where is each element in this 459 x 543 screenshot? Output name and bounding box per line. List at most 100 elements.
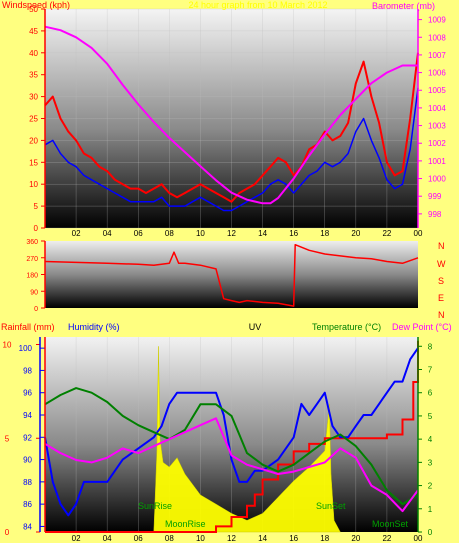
direction-panel-bg bbox=[45, 241, 418, 308]
axis-ticks: 0510152025303540455099899910001001100210… bbox=[3, 5, 447, 543]
temperature-tick-label: 8 bbox=[428, 342, 433, 351]
barometer-axis-title: Barometer (mb) bbox=[372, 1, 435, 11]
bottom-x-tick-label: 10 bbox=[196, 534, 205, 543]
chart-marks bbox=[44, 25, 419, 533]
direction-letter-n-top: N bbox=[438, 241, 445, 251]
top-x-tick-label: 00 bbox=[414, 229, 423, 238]
baro-tick-label: 1008 bbox=[428, 33, 446, 42]
temperature-tick-label: 0 bbox=[428, 528, 433, 537]
top-x-tick-label: 10 bbox=[196, 229, 205, 238]
humidity-tick-label: 92 bbox=[23, 433, 32, 442]
wind-tick-label: 10 bbox=[29, 180, 38, 189]
top-x-tick-label: 16 bbox=[289, 229, 298, 238]
baro-tick-label: 999 bbox=[428, 192, 442, 201]
baro-tick-label: 1000 bbox=[428, 175, 446, 184]
top-x-tick-label: 04 bbox=[103, 229, 112, 238]
direction-tick-label: 0 bbox=[34, 306, 38, 313]
baro-tick-label: 1009 bbox=[428, 16, 446, 25]
top-x-tick-label: 08 bbox=[165, 229, 174, 238]
direction-letter-e: E bbox=[438, 293, 444, 303]
series-dew-point bbox=[44, 417, 419, 513]
rainfall-tick-label: 0 bbox=[5, 528, 10, 537]
top-x-tick-label: 12 bbox=[227, 229, 236, 238]
temperature-tick-label: 6 bbox=[428, 389, 433, 398]
sunset-annotation: SunSet bbox=[316, 501, 346, 511]
top-x-tick-label: 20 bbox=[351, 229, 360, 238]
moonrise-annotation: MoonRise bbox=[165, 519, 206, 529]
temperature-tick-label: 7 bbox=[428, 366, 433, 375]
bottom-x-tick-label: 22 bbox=[382, 534, 391, 543]
wind-tick-label: 40 bbox=[29, 49, 38, 58]
wind-tick-label: 35 bbox=[29, 71, 38, 80]
bottom-x-tick-label: 20 bbox=[351, 534, 360, 543]
bottom-x-tick-label: 16 bbox=[289, 534, 298, 543]
series-gust bbox=[44, 87, 419, 212]
sunrise-annotation: SunRise bbox=[138, 501, 172, 511]
humidity-tick-label: 90 bbox=[23, 456, 32, 465]
humidity-tick-label: 100 bbox=[19, 344, 33, 353]
direction-tick-label: 90 bbox=[30, 289, 38, 296]
series-rainfall bbox=[45, 340, 419, 533]
chart-title: 24 hour graph from 10 March 2012 bbox=[188, 0, 327, 10]
wind-tick-label: 30 bbox=[29, 93, 38, 102]
bottom-x-tick-label: 14 bbox=[258, 534, 267, 543]
bottom-x-tick-label: 08 bbox=[165, 534, 174, 543]
bottom-x-tick-label: 06 bbox=[134, 534, 143, 543]
wind-tick-label: 25 bbox=[29, 115, 38, 124]
series-barometer bbox=[44, 25, 418, 205]
wind-tick-label: 0 bbox=[34, 224, 39, 233]
wind-tick-label: 50 bbox=[29, 5, 38, 14]
top-x-tick-label: 06 bbox=[134, 229, 143, 238]
temperature-tick-label: 3 bbox=[428, 458, 433, 467]
series-temperature bbox=[44, 387, 419, 506]
moonset-annotation: MoonSet bbox=[372, 519, 409, 529]
windspeed-axis-title: Windspeed (kph) bbox=[2, 0, 70, 10]
temperature-tick-label: 2 bbox=[428, 482, 433, 491]
baro-tick-label: 1004 bbox=[428, 104, 446, 113]
temperature-axis-title: Temperature (°C) bbox=[312, 322, 381, 332]
direction-tick-label: 360 bbox=[26, 239, 38, 246]
direction-tick-label: 180 bbox=[26, 273, 38, 280]
series-windspeed bbox=[44, 52, 419, 203]
uv-axis-title: UV bbox=[249, 322, 262, 332]
bottom-x-tick-label: 18 bbox=[320, 534, 329, 543]
bottom-x-tick-label: 00 bbox=[414, 534, 423, 543]
humidity-tick-label: 86 bbox=[23, 500, 32, 509]
wind-tick-label: 45 bbox=[29, 27, 38, 36]
wind-tick-label: 15 bbox=[29, 158, 38, 167]
baro-tick-label: 1001 bbox=[428, 157, 446, 166]
bottom-x-tick-label: 04 bbox=[103, 534, 112, 543]
baro-tick-label: 1006 bbox=[428, 69, 446, 78]
wind-tick-label: 5 bbox=[34, 202, 39, 211]
humidity-tick-label: 84 bbox=[23, 522, 32, 531]
temperature-tick-label: 1 bbox=[428, 505, 433, 514]
humidity-axis-title: Humidity (%) bbox=[68, 322, 120, 332]
top-x-tick-label: 02 bbox=[72, 229, 81, 238]
temperature-tick-label: 4 bbox=[428, 435, 433, 444]
direction-letter-n-bottom: N bbox=[438, 310, 445, 320]
baro-tick-label: 998 bbox=[428, 210, 442, 219]
humidity-tick-label: 88 bbox=[23, 478, 32, 487]
dewpoint-axis-title: Dew Point (°C) bbox=[392, 322, 452, 332]
baro-tick-label: 1002 bbox=[428, 139, 446, 148]
wind-tick-label: 20 bbox=[29, 136, 38, 145]
top-x-tick-label: 22 bbox=[382, 229, 391, 238]
baro-tick-label: 1007 bbox=[428, 51, 446, 60]
baro-tick-label: 1005 bbox=[428, 86, 446, 95]
rainfall-axis-title: Rainfall (mm) bbox=[1, 322, 55, 332]
direction-letter-w: W bbox=[437, 259, 446, 269]
series-humidity bbox=[44, 347, 419, 517]
temperature-tick-label: 5 bbox=[428, 412, 433, 421]
series-wind-direction bbox=[44, 243, 419, 307]
top-x-tick-label: 14 bbox=[258, 229, 267, 238]
top-x-tick-label: 18 bbox=[320, 229, 329, 238]
direction-tick-label: 270 bbox=[26, 256, 38, 263]
direction-letter-s: S bbox=[438, 276, 444, 286]
humidity-tick-label: 98 bbox=[23, 366, 32, 375]
rainfall-tick-label: 10 bbox=[3, 341, 12, 350]
bottom-x-tick-label: 02 bbox=[72, 534, 81, 543]
baro-tick-label: 1003 bbox=[428, 122, 446, 131]
humidity-tick-label: 96 bbox=[23, 389, 32, 398]
